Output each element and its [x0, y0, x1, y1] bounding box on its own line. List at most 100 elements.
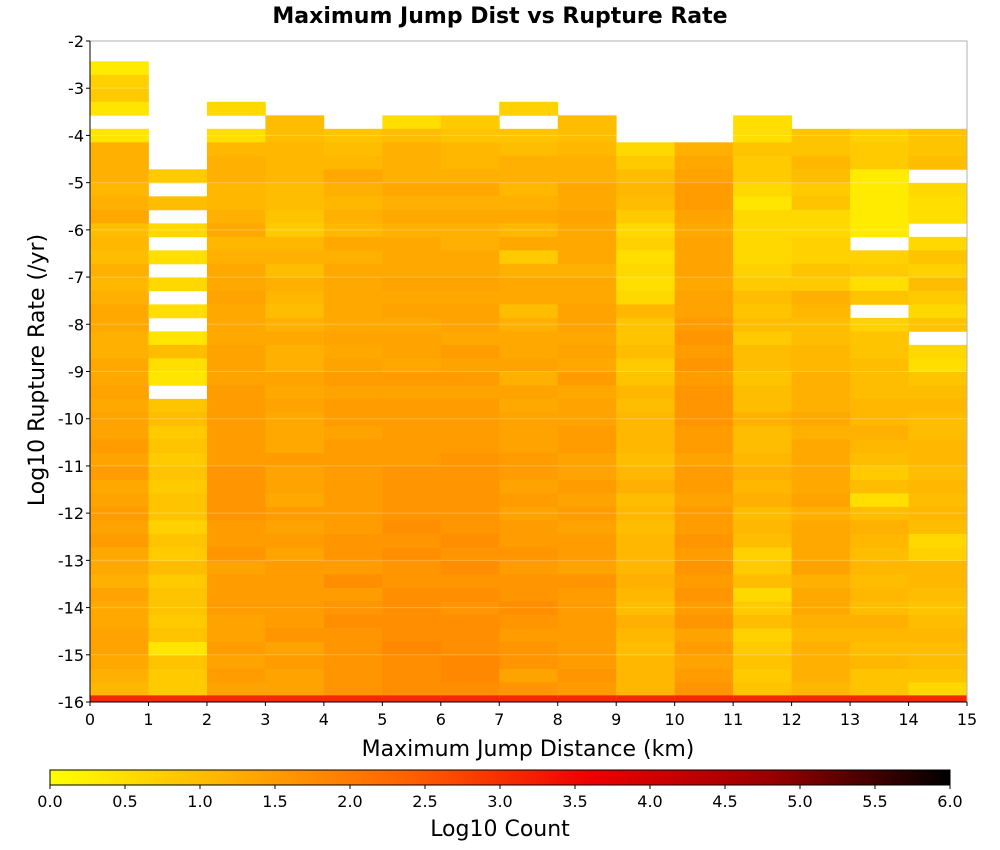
- heatmap-cell: [206, 614, 266, 629]
- heatmap-cell: [206, 385, 266, 400]
- heatmap-cell: [850, 628, 909, 643]
- heatmap-cell: [616, 344, 676, 359]
- heatmap-cell: [323, 169, 383, 184]
- y-tick-label: -16: [58, 693, 84, 712]
- heatmap-cell: [557, 520, 617, 535]
- colorbar-tick-label: 0.5: [112, 792, 137, 811]
- heatmap-cell: [557, 682, 617, 697]
- heatmap-cell: [733, 614, 792, 629]
- heatmap-cell: [791, 250, 851, 265]
- heatmap-cell: [616, 398, 676, 413]
- heatmap-cell: [733, 520, 792, 535]
- heatmap-cell: [265, 155, 325, 170]
- heatmap-cell: [674, 506, 734, 521]
- heatmap-cell: [908, 493, 968, 508]
- heatmap-cell: [148, 304, 208, 319]
- heatmap-cell: [148, 506, 208, 521]
- heatmap-cell: [265, 250, 325, 265]
- heatmap-cell: [908, 439, 968, 454]
- heatmap-cell: [616, 587, 676, 602]
- heatmap-cell: [323, 668, 383, 683]
- heatmap-cell: [850, 466, 909, 481]
- heatmap-cell: [440, 385, 500, 400]
- heatmap-cell: [850, 277, 909, 292]
- heatmap-cell: [557, 331, 617, 346]
- heatmap-cell: [90, 614, 149, 629]
- heatmap-cell: [265, 682, 325, 697]
- heatmap-cell: [90, 506, 149, 521]
- heatmap-cell: [674, 182, 734, 197]
- heatmap-cell: [206, 533, 266, 548]
- heatmap-cell: [791, 655, 851, 670]
- x-tick-label: 0: [85, 710, 95, 729]
- heatmap-cell: [499, 682, 559, 697]
- heatmap-cell: [733, 317, 792, 332]
- x-tick-label: 6: [436, 710, 446, 729]
- heatmap-cell: [616, 358, 676, 373]
- heatmap-cell: [908, 358, 968, 373]
- heatmap-cell: [791, 263, 851, 278]
- heatmap-cell: [908, 425, 968, 440]
- heatmap-cell: [791, 439, 851, 454]
- heatmap-cell: [850, 682, 909, 697]
- heatmap-cell: [265, 614, 325, 629]
- heatmap-cell: [557, 601, 617, 616]
- heatmap-cell: [557, 452, 617, 467]
- heatmap-cell: [90, 601, 149, 616]
- heatmap-cell: [323, 398, 383, 413]
- heatmap-cell: [499, 412, 559, 427]
- heatmap-cell: [791, 533, 851, 548]
- heatmap-cell: [440, 115, 500, 130]
- heatmap-cell: [90, 344, 149, 359]
- heatmap-cell: [908, 371, 968, 386]
- heatmap-cell: [90, 209, 149, 224]
- heatmap-cell: [557, 182, 617, 197]
- heatmap-cell: [674, 412, 734, 427]
- heatmap-cell: [850, 493, 909, 508]
- heatmap-cell: [265, 290, 325, 305]
- heatmap-cell: [499, 128, 559, 143]
- heatmap-cell: [557, 668, 617, 683]
- heatmap-cell: [90, 641, 149, 656]
- heatmap-cell: [440, 169, 500, 184]
- heatmap-cell: [557, 169, 617, 184]
- heatmap-cell: [499, 385, 559, 400]
- heatmap-cell: [90, 628, 149, 643]
- heatmap-cell: [148, 358, 208, 373]
- heatmap-cell: [499, 250, 559, 265]
- heatmap-cell: [733, 236, 792, 251]
- heatmap-cell: [90, 155, 149, 170]
- heatmap-cell-bottom: [674, 695, 734, 702]
- heatmap-cell: [265, 479, 325, 494]
- heatmap-cell: [148, 398, 208, 413]
- heatmap-cell: [382, 142, 442, 157]
- heatmap-cell: [440, 196, 500, 211]
- heatmap-cell: [323, 182, 383, 197]
- heatmap-cell: [616, 520, 676, 535]
- x-tick-label: 14: [898, 710, 918, 729]
- heatmap-cell: [440, 466, 500, 481]
- heatmap-cell: [90, 493, 149, 508]
- heatmap-cell: [148, 452, 208, 467]
- heatmap-cell: [908, 209, 968, 224]
- heatmap-cell-bottom: [616, 695, 676, 702]
- heatmap-cell: [206, 493, 266, 508]
- heatmap-cell: [323, 155, 383, 170]
- heatmap-cell: [265, 115, 325, 130]
- heatmap-cell: [557, 466, 617, 481]
- heatmap-cell-bottom: [499, 695, 559, 702]
- heatmap-cell: [616, 493, 676, 508]
- heatmap-cell: [791, 574, 851, 589]
- heatmap-cell: [908, 344, 968, 359]
- heatmap-cell: [206, 317, 266, 332]
- heatmap-cell: [908, 385, 968, 400]
- heatmap-cell: [265, 128, 325, 143]
- heatmap-cell: [148, 520, 208, 535]
- x-tick-label: 15: [957, 710, 977, 729]
- heatmap-cell: [323, 466, 383, 481]
- heatmap-cell: [382, 196, 442, 211]
- heatmap-cell: [791, 358, 851, 373]
- heatmap-cell: [440, 682, 500, 697]
- heatmap-cell: [499, 358, 559, 373]
- heatmap-cell: [382, 209, 442, 224]
